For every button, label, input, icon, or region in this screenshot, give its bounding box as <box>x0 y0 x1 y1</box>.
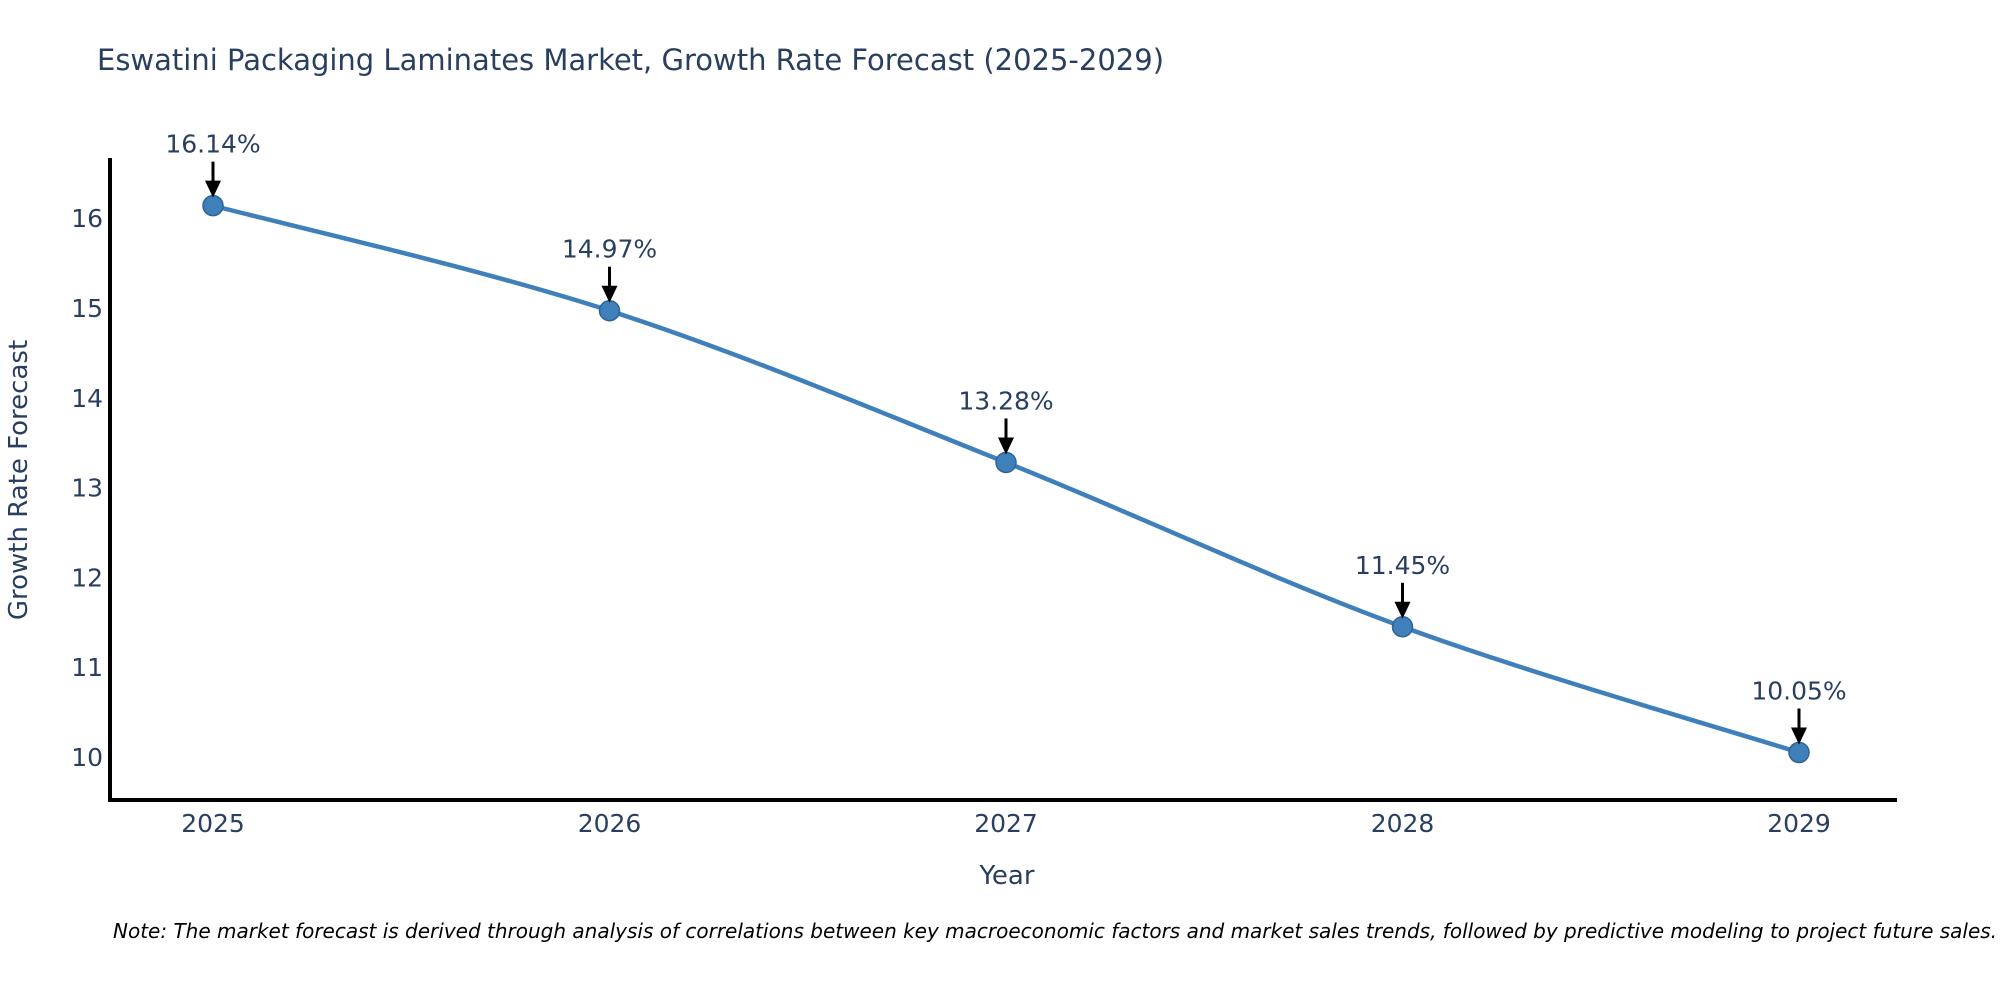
footnote: Note: The market forecast is derived thr… <box>113 919 1997 943</box>
point-annotation: 13.28% <box>958 386 1054 455</box>
x-tick-label: 2028 <box>1371 809 1435 838</box>
y-tick-label: 13 <box>71 474 103 503</box>
y-tick-label: 10 <box>71 743 103 772</box>
annotation-arrow-head <box>205 180 221 198</box>
y-axis-title: Growth Rate Forecast <box>4 340 34 620</box>
x-tick-label: 2027 <box>974 809 1038 838</box>
point-annotations: 16.14% 14.97% 13.28% 11.45% 10.05% <box>165 130 1847 745</box>
point-value-label: 11.45% <box>1355 551 1450 580</box>
chart-title: Eswatini Packaging Laminates Market, Gro… <box>97 43 1164 77</box>
line-series <box>202 194 1810 764</box>
y-tick-labels: 10 11 12 13 14 15 16 <box>71 204 103 772</box>
annotation-arrow-head <box>601 285 618 303</box>
data-point-marker <box>202 194 224 217</box>
point-value-label: 16.14% <box>165 130 260 159</box>
data-point-marker <box>995 451 1017 474</box>
data-point-marker <box>1391 616 1414 638</box>
data-point-marker <box>1788 741 1810 764</box>
data-point-marker <box>598 299 621 322</box>
annotation-arrow-head <box>998 437 1014 455</box>
x-tick-label: 2029 <box>1767 809 1831 838</box>
annotation-arrow-head <box>1791 727 1807 745</box>
forecast-line <box>210 203 1802 755</box>
y-tick-label: 12 <box>71 563 103 592</box>
x-tick-label: 2026 <box>578 809 642 838</box>
point-value-label: 10.05% <box>1751 677 1846 706</box>
point-annotation: 16.14% <box>165 130 261 198</box>
x-axis-title: Year <box>978 861 1034 891</box>
point-value-label: 13.28% <box>958 386 1053 415</box>
y-tick-label: 16 <box>71 204 103 233</box>
point-annotation: 10.05% <box>1751 677 1847 745</box>
point-annotation: 11.45% <box>1355 551 1450 619</box>
x-tick-labels: 2025 2026 2027 2028 2029 <box>181 809 1831 838</box>
y-tick-label: 14 <box>71 384 103 413</box>
annotation-arrow-head <box>1394 601 1411 619</box>
point-value-label: 14.97% <box>562 235 657 264</box>
point-annotation: 14.97% <box>562 235 657 303</box>
y-tick-label: 15 <box>71 294 103 323</box>
y-tick-label: 11 <box>71 653 103 682</box>
x-tick-label: 2025 <box>181 809 245 838</box>
axes-layer <box>108 158 1897 802</box>
